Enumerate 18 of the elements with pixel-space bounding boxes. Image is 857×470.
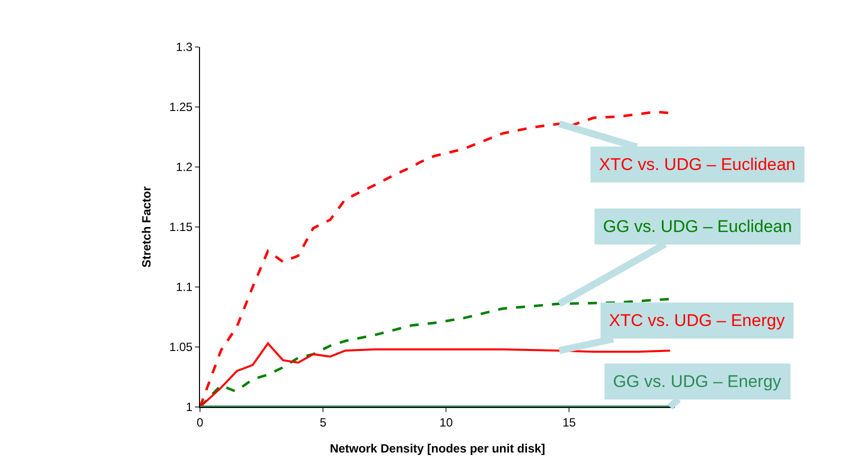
y-tick-label: 1.1 <box>176 280 193 294</box>
y-tick-label: 1.2 <box>176 160 193 174</box>
y-tick-label: 1 <box>186 400 193 414</box>
y-tick-label: 1.25 <box>169 100 193 114</box>
x-tick-label: 10 <box>439 415 454 430</box>
x-tick-label: 5 <box>320 415 327 430</box>
series-label: GG vs. UDG – Energy <box>613 372 782 391</box>
y-tick-label: 1.05 <box>169 340 193 354</box>
line-series <box>200 298 672 407</box>
y-tick-label: 1.15 <box>169 220 193 234</box>
y-axis-title: Stretch Factor <box>140 186 154 268</box>
x-axis-title: Network Density [nodes per unit disk] <box>330 441 546 456</box>
x-tick-label: 15 <box>562 415 576 430</box>
series-label: XTC vs. UDG – Energy <box>609 311 786 330</box>
text: XTC vs. UDG – Euclidean <box>599 155 796 174</box>
x-tick-label: 0 <box>196 415 204 430</box>
y-tick-label: 1.3 <box>176 40 193 54</box>
text: GG vs. UDG – Euclidean <box>603 217 792 236</box>
